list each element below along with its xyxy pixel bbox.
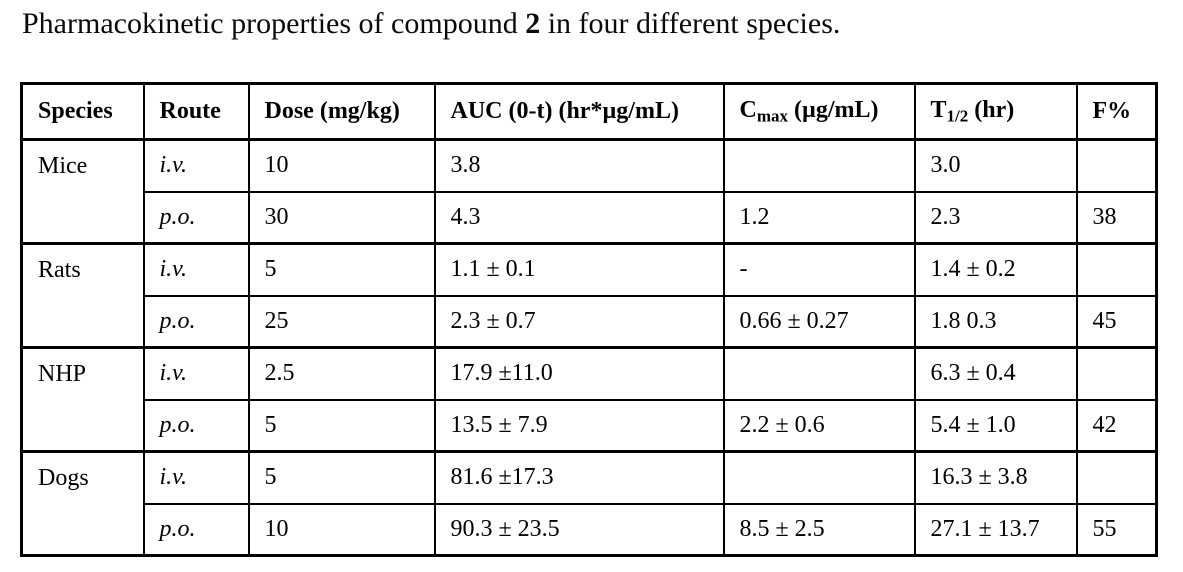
auc-cell: 2.3 ± 0.7 [433,294,725,349]
f-percent-cell [1075,242,1158,297]
species-group-nhp: NHP i.v. 2.5 17.9 ±11.0 6.3 ± 0.4 p.o. 5… [20,346,1158,453]
table-row: p.o. 25 2.3 ± 0.7 0.66 ± 0.27 1.8 0.3 45 [22,294,1158,349]
cmax-cell [722,450,916,505]
species-group-mice: Mice i.v. 10 3.8 3.0 p.o. 30 4.3 1.2 2.3… [20,138,1158,245]
dose-cell: 10 [247,138,436,193]
cmax-cell [722,346,916,401]
f-percent-cell: 42 [1075,398,1158,453]
f-percent-cell [1075,138,1158,193]
auc-cell: 3.8 [433,138,725,193]
cmax-cell: 2.2 ± 0.6 [722,398,916,453]
cmax-cell: - [722,242,916,297]
auc-cell: 13.5 ± 7.9 [433,398,725,453]
header-cmax-base: C [739,96,757,123]
header-cmax: Cmax (µg/mL) [722,82,916,141]
t-half-cell: 1.4 ± 0.2 [913,242,1078,297]
cmax-cell [722,138,916,193]
dose-cell: 2.5 [247,346,436,401]
f-percent-cell: 38 [1075,190,1158,245]
page-title: Pharmacokinetic properties of compound 2… [22,6,840,42]
auc-cell: 1.1 ± 0.1 [433,242,725,297]
header-species: Species [20,82,145,141]
t-half-cell: 16.3 ± 3.8 [913,450,1078,505]
table-row: Mice i.v. 10 3.8 3.0 [20,138,1158,245]
route-cell: i.v. [142,242,250,297]
species-cell: NHP [20,346,145,453]
species-group-dogs: Dogs i.v. 5 81.6 ±17.3 16.3 ± 3.8 p.o. 1… [20,450,1158,557]
dose-cell: 5 [247,242,436,297]
header-route: Route [142,82,250,141]
table-row: p.o. 5 13.5 ± 7.9 2.2 ± 0.6 5.4 ± 1.0 42 [22,398,1158,453]
table-row: p.o. 30 4.3 1.2 2.3 38 [22,190,1158,245]
table-row: p.o. 10 90.3 ± 23.5 8.5 ± 2.5 27.1 ± 13.… [22,502,1158,557]
t-half-cell: 2.3 [913,190,1078,245]
dose-cell: 5 [247,398,436,453]
route-cell: p.o. [142,398,250,453]
header-t-half-units: (hr) [968,96,1015,123]
species-group-rats: Rats i.v. 5 1.1 ± 0.1 - 1.4 ± 0.2 p.o. 2… [20,242,1158,349]
header-auc: AUC (0-t) (hr*µg/mL) [433,82,725,141]
pharmacokinetics-table: Species Route Dose (mg/kg) AUC (0-t) (hr… [20,82,1158,557]
header-auc-label: AUC (0-t) (hr*µg/mL) [450,98,679,124]
auc-cell: 17.9 ±11.0 [433,346,725,401]
t-half-cell: 27.1 ± 13.7 [913,502,1078,557]
header-dose: Dose (mg/kg) [247,82,436,141]
f-percent-cell [1075,450,1158,505]
dose-cell: 25 [247,294,436,349]
header-cmax-subscript: max [756,106,789,126]
title-text-before: Pharmacokinetic properties of compound [22,7,526,40]
auc-cell: 81.6 ±17.3 [433,450,725,505]
table-row: Dogs i.v. 5 81.6 ±17.3 16.3 ± 3.8 [20,450,1158,557]
t-half-cell: 1.8 0.3 [913,294,1078,349]
species-cell: Dogs [20,450,145,557]
species-cell: Mice [20,138,145,245]
table-row: NHP i.v. 2.5 17.9 ±11.0 6.3 ± 0.4 [20,346,1158,453]
cmax-cell: 8.5 ± 2.5 [722,502,916,557]
header-t-half-base: T [930,96,947,123]
header-dose-label: Dose (mg/kg) [264,98,400,124]
dose-cell: 5 [247,450,436,505]
f-percent-cell: 45 [1075,294,1158,349]
species-cell: Rats [20,242,145,349]
header-f-percent: F% [1075,82,1158,141]
t-half-cell: 5.4 ± 1.0 [913,398,1078,453]
auc-cell: 90.3 ± 23.5 [433,502,725,557]
title-compound-number: 2 [525,7,541,40]
route-cell: p.o. [142,190,250,245]
header-cmax-units: (µg/mL) [788,96,879,123]
cmax-cell: 0.66 ± 0.27 [722,294,916,349]
dose-cell: 30 [247,190,436,245]
header-f-percent-label: F% [1092,98,1132,124]
f-percent-cell: 55 [1075,502,1158,557]
auc-cell: 4.3 [433,190,725,245]
route-cell: i.v. [142,346,250,401]
header-species-label: Species [38,98,113,124]
header-t-half: T1/2 (hr) [913,82,1078,141]
dose-cell: 10 [247,502,436,557]
table-row: Rats i.v. 5 1.1 ± 0.1 - 1.4 ± 0.2 [20,242,1158,349]
table-header-row: Species Route Dose (mg/kg) AUC (0-t) (hr… [20,82,1158,141]
t-half-cell: 6.3 ± 0.4 [913,346,1078,401]
route-cell: p.o. [142,294,250,349]
route-cell: i.v. [142,450,250,505]
header-t-half-subscript: 1/2 [946,106,969,126]
header-route-label: Route [159,98,221,124]
route-cell: i.v. [142,138,250,193]
title-text-after: in four different species. [540,7,841,40]
route-cell: p.o. [142,502,250,557]
cmax-cell: 1.2 [722,190,916,245]
f-percent-cell [1075,346,1158,401]
t-half-cell: 3.0 [913,138,1078,193]
